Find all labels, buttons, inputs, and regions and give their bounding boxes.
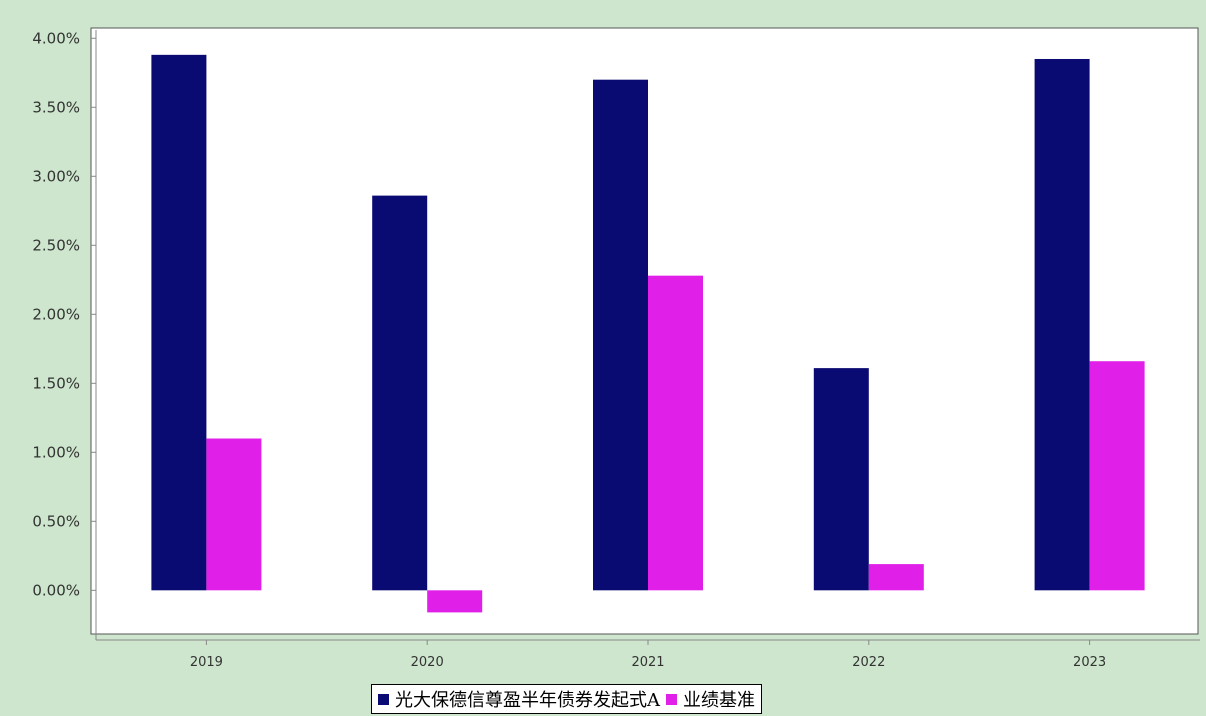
legend-item-benchmark: 业绩基准 [666, 686, 755, 712]
y-tick-label: 2.00% [32, 305, 80, 323]
bar-benchmark-2022 [868, 564, 924, 591]
y-tick-label: 2.50% [32, 236, 80, 254]
legend-label-benchmark: 业绩基准 [683, 690, 755, 711]
y-tick-label: 0.00% [32, 581, 80, 599]
bar-fund-2019 [151, 54, 207, 591]
bar-fund-2020 [372, 195, 428, 591]
x-tick-label: 2019 [190, 655, 223, 670]
bar-fund-2021 [593, 79, 648, 591]
y-tick-label: 3.50% [32, 98, 80, 116]
legend-swatch-benchmark [666, 693, 677, 705]
x-tick-label: 2021 [631, 655, 664, 670]
x-tick-label: 2023 [1073, 655, 1106, 670]
bar-benchmark-2020 [427, 590, 483, 613]
bar-fund-2023 [1034, 58, 1090, 591]
x-axis-ticks: 2019 2020 2021 2022 2023 [190, 640, 1106, 670]
y-tick-label: 1.50% [32, 374, 80, 392]
legend-label-fund: 光大保德信尊盈半年债券发起式A [395, 690, 660, 711]
y-tick-label: 4.00% [32, 29, 80, 47]
bar-fund-2022 [813, 368, 869, 591]
legend-swatch-fund [378, 693, 389, 705]
bar-benchmark-2019 [206, 438, 262, 591]
bar-chart: 4.00% 3.50% 3.00% 2.50% 2.00% 1.50% 1.00% 0.50%… [32, 27, 1200, 670]
y-tick-label: 1.00% [32, 443, 80, 461]
bar-benchmark-2023 [1089, 361, 1145, 591]
y-tick-label: 0.50% [32, 512, 80, 530]
y-tick-label: 3.00% [32, 167, 80, 185]
y-axis-ticks: 4.00% 3.50% 3.00% 2.50% 2.00% 1.50% 1.00% 0.50%… [32, 29, 96, 599]
legend-item-fund: 光大保德信尊盈半年债券发起式A [378, 686, 660, 712]
bars [151, 54, 1145, 613]
bar-benchmark-2021 [648, 275, 703, 591]
legend: 光大保德信尊盈半年债券发起式A 业绩基准 [371, 684, 762, 714]
x-tick-label: 2020 [411, 655, 444, 670]
x-tick-label: 2022 [852, 655, 885, 670]
